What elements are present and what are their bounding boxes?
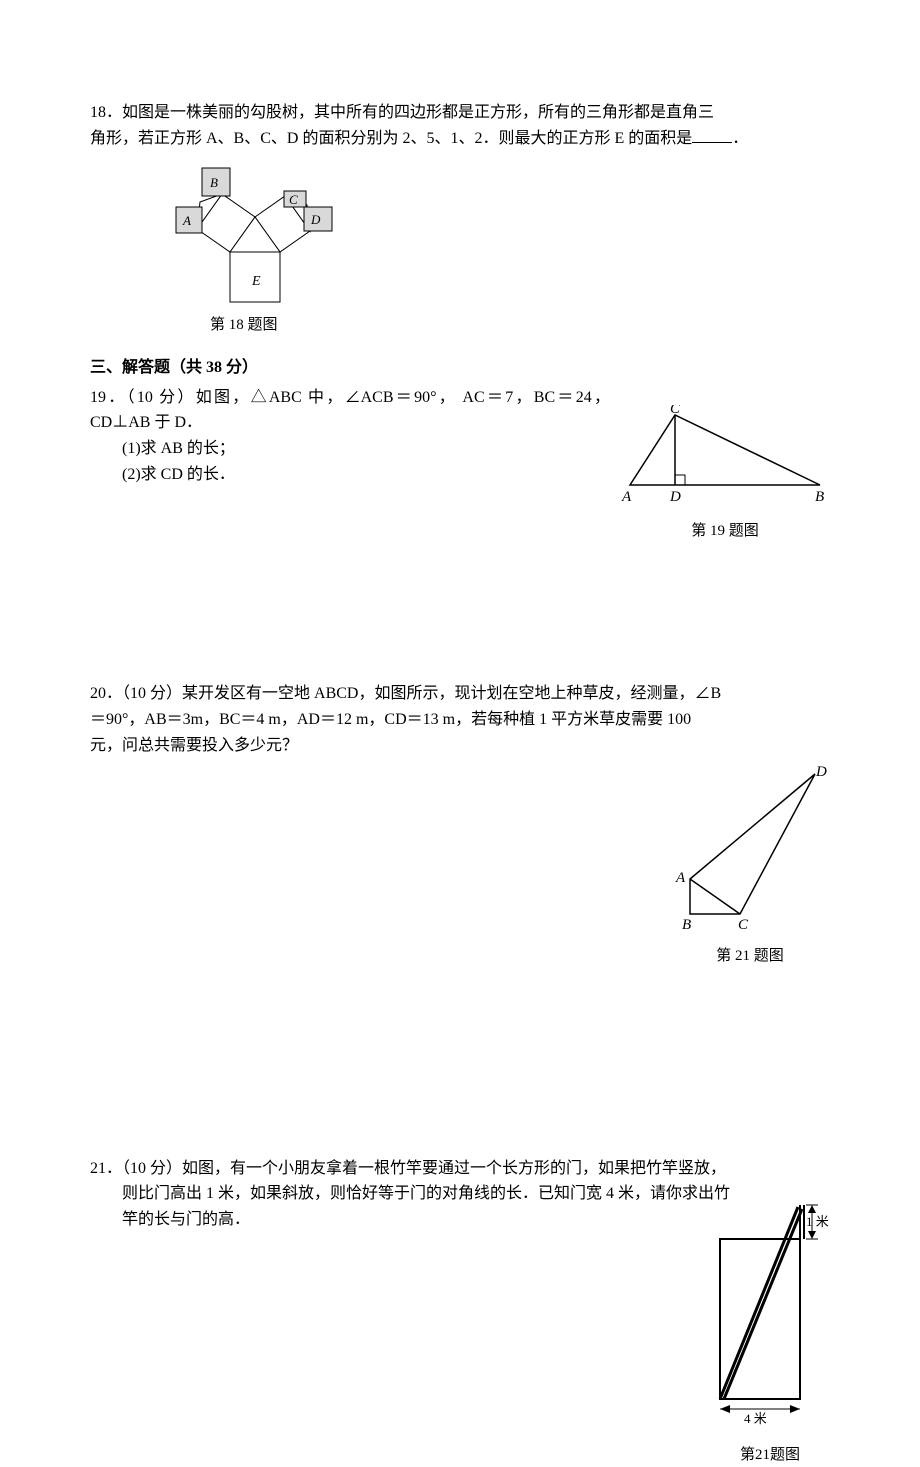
question-20: 20．（10 分）某开发区有一空地 ABCD，如图所示，现计划在空地上种草皮，经… (90, 681, 830, 967)
q20-text1: 某开发区有一空地 ABCD，如图所示，现计划在空地上种草皮，经测量，∠B (182, 685, 721, 702)
svg-text:4 米: 4 米 (744, 1411, 767, 1426)
q18-text2: 角形，若正方形 A、B、C、D 的面积分别为 2、5、1、2．则最大的正方形 E… (90, 130, 692, 147)
q21-figure-wrap: 1 米 4 米 第21题图 (710, 1199, 830, 1467)
q21-points: （10 分） (122, 1160, 182, 1177)
q21-line2: 则比门高出 1 米，如果斜放，则恰好等于门的对角线的长．已知门宽 4 米，请你求… (90, 1181, 830, 1207)
svg-text:D: D (815, 764, 827, 780)
q18-text1: 如图是一株美丽的勾股树，其中所有的四边形都是正方形，所有的三角形都是直角三 (122, 104, 714, 121)
q20-points: （10 分） (122, 685, 182, 702)
question-19: A D B C 第 19 题图 19．（10 分）如图，△ABC 中，∠ACB＝… (90, 385, 830, 544)
svg-text:C: C (670, 405, 681, 417)
q21-text1: 如图，有一个小朋友拿着一根竹竿要通过一个长方形的门，如果把竹竿竖放， (182, 1160, 726, 1177)
q19-number: 19． (90, 389, 127, 406)
section-3-header: 三、解答题（共 38 分） (90, 355, 830, 381)
q18-caption: 第 18 题图 (210, 313, 278, 337)
q20-number: 20． (90, 685, 122, 702)
svg-text:C: C (289, 192, 298, 207)
q20-figure-wrap: A B C D 第 21 题图 (670, 764, 830, 968)
q20-line3: 元，问总共需要投入多少元？ (90, 733, 830, 759)
q20-line1: 20．（10 分）某开发区有一空地 ABCD，如图所示，现计划在空地上种草皮，经… (90, 681, 830, 707)
spacer-1 (90, 561, 830, 681)
spacer-2b (90, 1106, 830, 1156)
q21-door: 1 米 4 米 (710, 1199, 830, 1429)
svg-text:A: A (675, 870, 686, 886)
q18-pythagoras-tree: E A B C D (170, 157, 350, 307)
q21-number: 21． (90, 1160, 122, 1177)
q19-figure-wrap: A D B C 第 19 题图 (620, 405, 830, 544)
q18-number: 18． (90, 104, 122, 121)
q19-points: （10 分） (127, 389, 196, 406)
q21-line1: 21．（10 分）如图，有一个小朋友拿着一根竹竿要通过一个长方形的门，如果把竹竿… (90, 1156, 830, 1182)
svg-text:B: B (815, 489, 824, 505)
q19-caption: 第 19 题图 (620, 519, 830, 543)
q18-figure-wrap: E A B C D 第 18 题图 (170, 157, 830, 337)
q18-line1: 18．如图是一株美丽的勾股树，其中所有的四边形都是正方形，所有的三角形都是直角三 (90, 100, 830, 126)
question-18: 18．如图是一株美丽的勾股树，其中所有的四边形都是正方形，所有的三角形都是直角三… (90, 100, 830, 337)
svg-text:A: A (182, 213, 191, 228)
svg-text:C: C (738, 917, 749, 929)
q18-blank (692, 127, 732, 143)
q19-triangle: A D B C (620, 405, 830, 505)
q20-caption: 第 21 题图 (670, 944, 830, 968)
svg-text:D: D (669, 489, 681, 505)
q21-caption: 第21题图 (710, 1443, 830, 1467)
q18-line2: 角形，若正方形 A、B、C、D 的面积分别为 2、5、1、2．则最大的正方形 E… (90, 126, 830, 152)
svg-text:1 米: 1 米 (806, 1214, 829, 1229)
svg-text:D: D (310, 212, 321, 227)
spacer-2 (90, 986, 830, 1106)
question-21: 21．（10 分）如图，有一个小朋友拿着一根竹竿要通过一个长方形的门，如果把竹竿… (90, 1156, 830, 1467)
svg-text:B: B (682, 917, 691, 929)
svg-text:B: B (210, 175, 218, 190)
q20-quadrilateral: A B C D (670, 764, 830, 929)
svg-text:A: A (621, 489, 632, 505)
svg-text:E: E (251, 274, 261, 289)
q20-line2: ＝90°，AB＝3m，BC＝4 m，AD＝12 m，CD＝13 m，若每种植 1… (90, 707, 830, 733)
